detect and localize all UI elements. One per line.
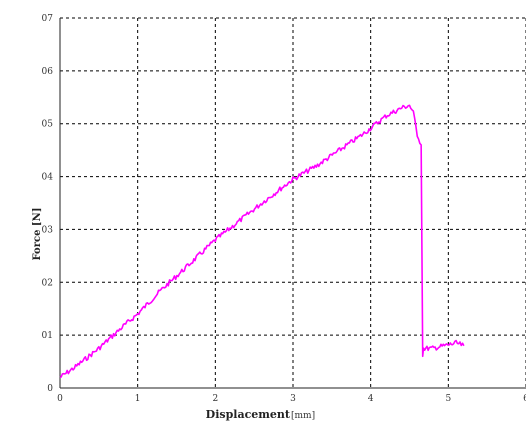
y-tick-label: 07	[42, 14, 54, 24]
y-tick-label: 0	[47, 384, 53, 394]
x-axis-label: Displacement	[206, 408, 291, 421]
data-series	[59, 104, 465, 379]
y-tick-label: 06	[42, 67, 54, 77]
y-tick-label: 04	[42, 173, 54, 183]
x-tick-label: 5	[445, 394, 451, 404]
x-tick-label: 6	[523, 394, 526, 404]
y-tick-label: 05	[42, 120, 54, 130]
grid-lines	[60, 17, 526, 388]
y-tick-label: 02	[42, 278, 53, 288]
x-tick-label: 3	[290, 394, 296, 404]
x-tick-label: 4	[368, 394, 374, 404]
y-tick-label: 01	[42, 331, 53, 341]
x-tick-label: 2	[212, 394, 218, 404]
y-tick-labels: 0 01 02 03 04 05 06 07	[42, 14, 54, 394]
axes	[59, 18, 526, 389]
x-axis-unit: [mm]	[291, 411, 315, 421]
series-line-0	[59, 104, 465, 379]
x-tick-label: 0	[57, 394, 63, 404]
y-axis-label: Force [N]	[32, 207, 43, 260]
x-tick-labels: 0 1 2 3 4 5 6	[57, 394, 526, 404]
y-tick-label: 03	[42, 225, 54, 235]
x-tick-label: 1	[135, 394, 141, 404]
